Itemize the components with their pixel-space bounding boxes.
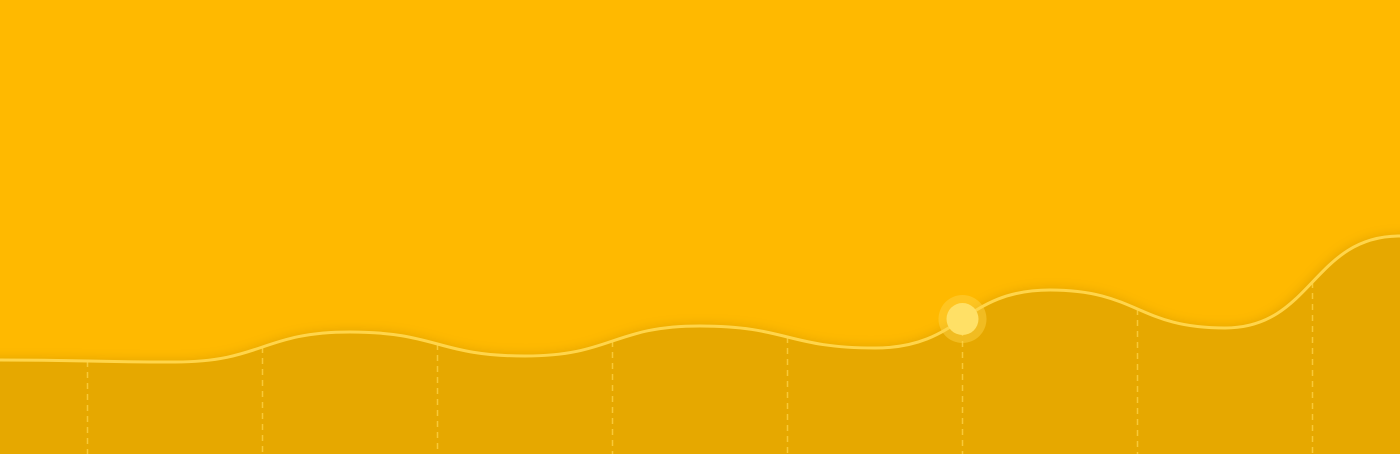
- highlight-point[interactable]: [946, 303, 979, 335]
- series-line: [0, 234, 1400, 364]
